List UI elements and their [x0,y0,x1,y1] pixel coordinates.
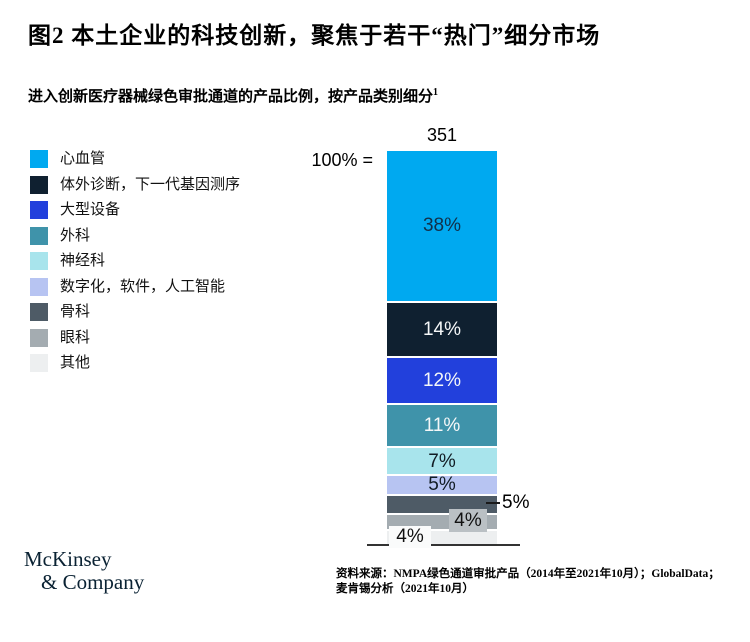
legend-swatch [30,354,48,372]
legend-label: 心血管 [60,151,106,167]
logo-line2: & Company [41,570,145,594]
legend-swatch [30,226,48,245]
bar-segment-7 [387,493,497,514]
bar-total-label: 351 [426,125,458,145]
segment-value-label: 38% [422,215,462,237]
bar-segment-3: 12% [387,355,497,404]
source-note: 资料来源：NMPA绿色通道审批产品（2014年至2021年10月）；Global… [336,567,736,596]
segment-value-label: 5% [428,474,456,496]
mckinsey-logo: McKinsey & Company [24,548,144,594]
chart-legend: 心血管体外诊断，下一代基因测序 大型设备外科神经科数字化，软件，人工智能 骨科眼科其… [30,150,240,380]
legend-swatch [30,252,48,270]
legend-item-8: 眼科 [30,328,240,347]
legend-item-1: 心血管 [30,150,240,168]
legend-item-7: 骨科 [30,303,240,321]
legend-swatch [30,277,48,296]
figure-title: 图2 本土企业的科技创新，聚焦于若干“热门”细分市场 [28,23,601,48]
legend-swatch [30,150,48,168]
legend-swatch [30,303,48,321]
legend-swatch [30,175,48,194]
legend-item-6: 数字化，软件，人工智能 [30,277,240,296]
source-line2: 麦肯锡分析（2021年10月） [336,582,474,595]
axis-baseline [367,544,520,546]
legend-item-4: 外科 [30,226,240,245]
legend-label: 神经科 [60,253,106,269]
logo-line1: McKinsey [24,547,112,571]
bar-segment-6: 5% [387,474,497,494]
legend-label: 骨科 [60,304,91,320]
segment-value-label: 12% [422,370,462,391]
legend-label: 体外诊断，下一代基因测序 [60,176,241,193]
segment-value-label: 5% [502,491,530,513]
bar-segment-9 [387,529,497,545]
legend-swatch [30,328,48,347]
legend-label: 眼科 [60,329,91,346]
chart-subtitle-text: 进入创新医疗器械绿色审批通道的产品比例，按产品类别细分 [28,89,434,105]
bar-segment-1: 38% [387,151,497,301]
legend-item-9: 其他 [30,354,240,372]
legend-item-3: 大型设备 [30,201,240,219]
legend-item-5: 神经科 [30,252,240,270]
legend-swatch [30,201,48,219]
chart-subtitle: 进入创新医疗器械绿色审批通道的产品比例，按产品类别细分1 [28,85,438,106]
hundred-percent-label: 100% = [311,150,373,170]
segment-value-label: 7% [428,450,456,472]
legend-label: 数字化，软件，人工智能 [60,278,226,295]
bar-region: 351 100% = 38% 14% 12% 11% 7% 5% 5% 4% 4% [311,125,529,549]
bar-segment-8 [387,513,497,530]
bar-segment-5: 7% [387,446,497,475]
segment-value-label: 11% [423,415,461,437]
legend-label: 外科 [60,227,91,244]
legend-item-2: 体外诊断，下一代基因测序 [30,175,241,194]
legend-label: 其他 [60,355,91,371]
segment-value-label: 14% [422,318,462,340]
source-line1: 资料来源：NMPA绿色通道审批产品（2014年至2021年10月）；Global… [336,568,720,580]
footnote-marker: 1 [433,87,439,98]
stacked-bar: 38% 14% 12% 11% 7% 5% [387,151,497,545]
bar-segment-2: 14% [387,300,497,356]
legend-label: 大型设备 [60,202,121,218]
bar-segment-4: 11% [387,403,497,447]
